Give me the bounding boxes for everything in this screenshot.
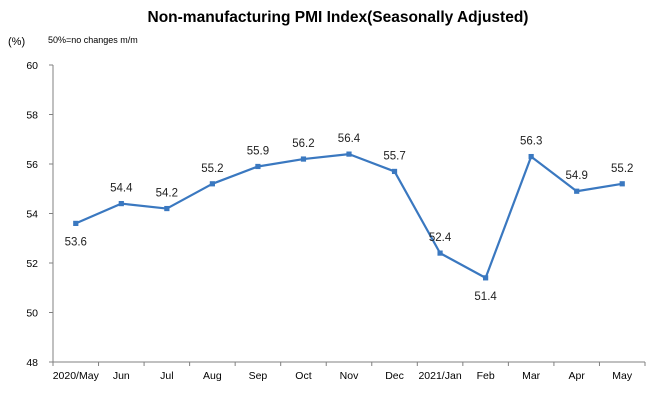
y-tick-label: 58 <box>26 110 38 122</box>
data-label: 53.6 <box>65 236 87 248</box>
data-label: 56.4 <box>338 133 361 145</box>
x-tick-label: Jun <box>113 370 130 382</box>
y-tick-label: 54 <box>26 209 38 221</box>
y-tick-label: 48 <box>26 357 38 369</box>
x-tick-label: Feb <box>477 370 495 382</box>
x-axis-ticks: 2020/May Jun Jul Aug Sep Oct Nov Dec 2021/Jan Feb… <box>52 362 646 382</box>
x-tick-label: May <box>612 370 633 382</box>
data-label: 54.9 <box>565 170 587 182</box>
baseline-note: 50%=no changes m/m <box>48 35 138 45</box>
data-label: 55.9 <box>247 145 269 157</box>
data-point <box>209 181 215 187</box>
y-tick-label: 56 <box>26 159 38 171</box>
data-point <box>255 163 261 170</box>
y-axis-ticks: 48 50 52 54 56 58 60 <box>26 60 53 369</box>
data-point <box>483 275 489 281</box>
data-point <box>73 220 79 226</box>
data-point <box>164 205 170 212</box>
x-tick-label: 2020/May <box>53 370 100 382</box>
data-label: 52.4 <box>429 232 452 244</box>
data-point <box>391 168 398 175</box>
data-label: 51.4 <box>474 291 497 303</box>
y-tick-label: 50 <box>26 308 38 320</box>
data-point <box>300 156 307 162</box>
x-tick-label: Dec <box>385 370 404 382</box>
data-label: 54.2 <box>156 188 178 200</box>
x-tick-label: Sep <box>249 370 268 382</box>
x-tick-label: Apr <box>569 370 586 382</box>
data-label: 55.7 <box>383 150 405 162</box>
data-label: 56.3 <box>520 136 542 148</box>
axes <box>52 65 645 363</box>
data-point <box>528 153 534 160</box>
data-point <box>619 181 625 187</box>
data-label: 54.4 <box>110 183 133 195</box>
series-line <box>73 151 625 281</box>
data-label: 56.2 <box>292 138 314 150</box>
y-unit-label: (%) <box>8 36 25 48</box>
x-tick-label: Aug <box>203 370 222 382</box>
data-labels: 53.6 54.4 54.2 55.2 55.9 56.2 56.4 55.7 52.4 51.4… <box>65 133 634 303</box>
data-point <box>346 151 352 157</box>
series-path <box>75 153 623 279</box>
x-tick-label: Mar <box>522 370 541 382</box>
chart-title: Non-manufacturing PMI Index(Seasonally A… <box>148 9 529 26</box>
data-label: 55.2 <box>201 163 223 175</box>
y-tick-label: 52 <box>26 258 38 270</box>
data-point <box>574 188 580 194</box>
data-point <box>118 201 124 207</box>
y-tick-label: 60 <box>26 60 38 72</box>
data-label: 55.2 <box>611 163 633 175</box>
x-tick-label: Oct <box>295 370 311 382</box>
x-tick-label: Nov <box>340 370 359 382</box>
x-tick-label: 2021/Jan <box>418 370 461 382</box>
x-tick-label: Jul <box>160 370 173 382</box>
data-point <box>437 250 443 256</box>
